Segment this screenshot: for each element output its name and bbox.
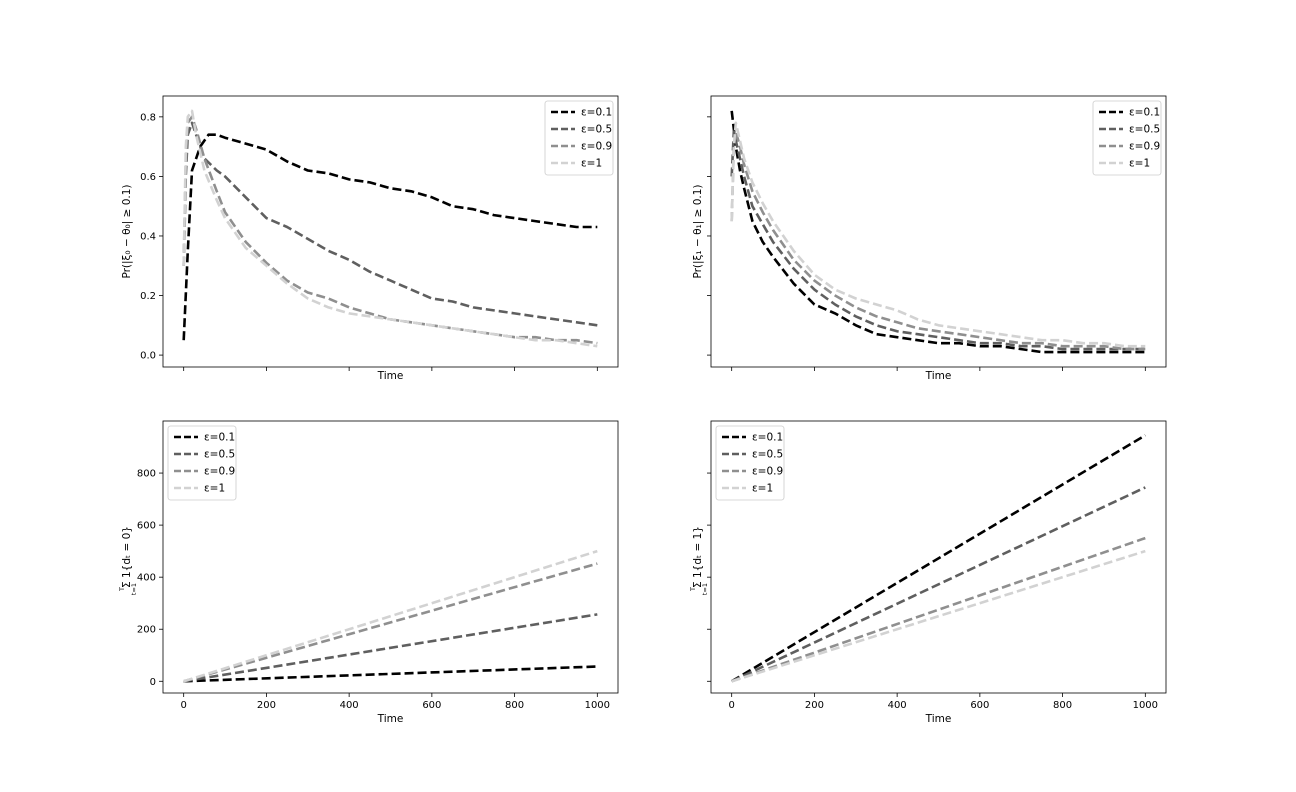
- series-line-3: [731, 536, 1146, 683]
- x-tick-label: 400: [888, 700, 907, 711]
- x-tick-label: 0: [728, 700, 734, 711]
- series-line-2: [183, 613, 598, 683]
- series-line-4: [182, 109, 598, 348]
- legend-label: ε=1: [581, 158, 602, 170]
- x-axis-title: Time: [925, 370, 952, 382]
- legend-label: ε=0.5: [1129, 124, 1160, 136]
- plot-frame: [162, 420, 619, 694]
- legend-label: ε=1: [752, 483, 773, 495]
- legend-label: ε=0.9: [752, 466, 783, 478]
- legend-label: ε=1: [204, 483, 225, 495]
- series-line-2: [731, 486, 1146, 683]
- series-line-4: [183, 549, 598, 683]
- y-tick-label: 0.4: [140, 231, 156, 242]
- y-tick-label: 0: [150, 677, 156, 688]
- x-axis-title: Time: [377, 370, 404, 382]
- y-tick-label: 200: [137, 625, 156, 636]
- series-line-1: [731, 434, 1146, 683]
- series-line-1: [182, 133, 598, 341]
- legend: ε=0.1 ε=0.5 ε=0.9 ε=1: [167, 425, 237, 501]
- y-axis-sum-upper: T: [118, 587, 126, 592]
- plot-frame: [710, 95, 1167, 368]
- legend-box: [715, 425, 785, 501]
- legend-label: ε=0.9: [204, 466, 235, 478]
- y-axis-title: Σ 1{dₜ = 1}: [692, 526, 704, 588]
- legend-box: [1092, 100, 1162, 176]
- x-tick-label: 600: [422, 700, 441, 711]
- y-tick-label: 400: [137, 573, 156, 584]
- series-line-3: [730, 130, 1146, 351]
- legend-box: [544, 100, 614, 176]
- y-axis-title: Σ 1{dₜ = 0}: [121, 526, 133, 588]
- legend-label: ε=0.5: [204, 449, 235, 461]
- legend-label: ε=0.5: [752, 449, 783, 461]
- series-line-3: [183, 562, 598, 683]
- legend: ε=0.1 ε=0.5 ε=0.9 ε=1: [1092, 100, 1162, 176]
- x-tick-label: 800: [1053, 700, 1072, 711]
- legend-label: ε=0.1: [1129, 107, 1160, 119]
- series-line-2: [730, 130, 1146, 351]
- x-tick-label: 1000: [585, 700, 610, 711]
- series-line-4: [731, 549, 1146, 683]
- series-line-4: [730, 121, 1146, 348]
- x-tick-label: 1000: [1133, 700, 1158, 711]
- y-tick-label: 600: [137, 521, 156, 532]
- y-axis-title: Pr(|ξ₁ − θ₁| ≥ 0.1): [692, 184, 704, 278]
- panel-top-left: 0.0 0.2 0.4 0.6 0.8 Time Pr(|ξ₀ − θ₀| ≥ 0.1) ε=…: [121, 95, 619, 382]
- legend-label: ε=0.1: [752, 432, 783, 444]
- legend-box: [167, 425, 237, 501]
- y-tick-label: 0.0: [140, 351, 156, 362]
- panel-bottom-right: 0 200 400 600 800 1000 Time Σ 1{dₜ = 1}T t=1 ε=0.…: [689, 420, 1167, 725]
- legend: ε=0.1 ε=0.5 ε=0.9 ε=1: [715, 425, 785, 501]
- x-axis-title: Time: [377, 713, 404, 725]
- legend-label: ε=0.1: [204, 432, 235, 444]
- series-line-2: [182, 121, 598, 327]
- x-tick-label: 0: [180, 700, 186, 711]
- x-tick-label: 200: [805, 700, 824, 711]
- plot-frame: [710, 420, 1167, 694]
- legend-label: ε=1: [1129, 158, 1150, 170]
- series-line-3: [182, 115, 598, 345]
- x-tick-label: 600: [970, 700, 989, 711]
- y-tick-label: 800: [137, 469, 156, 480]
- legend-label: ε=0.1: [581, 107, 612, 119]
- legend: ε=0.1 ε=0.5 ε=0.9 ε=1: [544, 100, 614, 176]
- plot-frame: [162, 95, 619, 368]
- y-tick-label: 0.6: [140, 172, 156, 183]
- series-line-1: [183, 665, 598, 683]
- series-line-1: [730, 110, 1146, 354]
- legend-label: ε=0.5: [581, 124, 612, 136]
- x-tick-label: 200: [257, 700, 276, 711]
- y-axis-title: Pr(|ξ₀ − θ₀| ≥ 0.1): [121, 184, 133, 278]
- y-axis-sum-upper: T: [689, 587, 697, 592]
- x-tick-label: 400: [340, 700, 359, 711]
- y-tick-label: 0.2: [140, 291, 156, 302]
- legend-label: ε=0.9: [1129, 141, 1160, 153]
- panel-bottom-left: 0 200 400 600 800 1000 0 200 400 600 800 Time Σ 1{dₜ…: [118, 420, 619, 725]
- y-axis-sum-lower: t=1: [701, 583, 709, 595]
- y-axis-sum-lower: t=1: [130, 583, 138, 595]
- y-tick-label: 0.8: [140, 112, 156, 123]
- x-tick-label: 800: [505, 700, 524, 711]
- x-axis-title: Time: [925, 713, 952, 725]
- legend-label: ε=0.9: [581, 141, 612, 153]
